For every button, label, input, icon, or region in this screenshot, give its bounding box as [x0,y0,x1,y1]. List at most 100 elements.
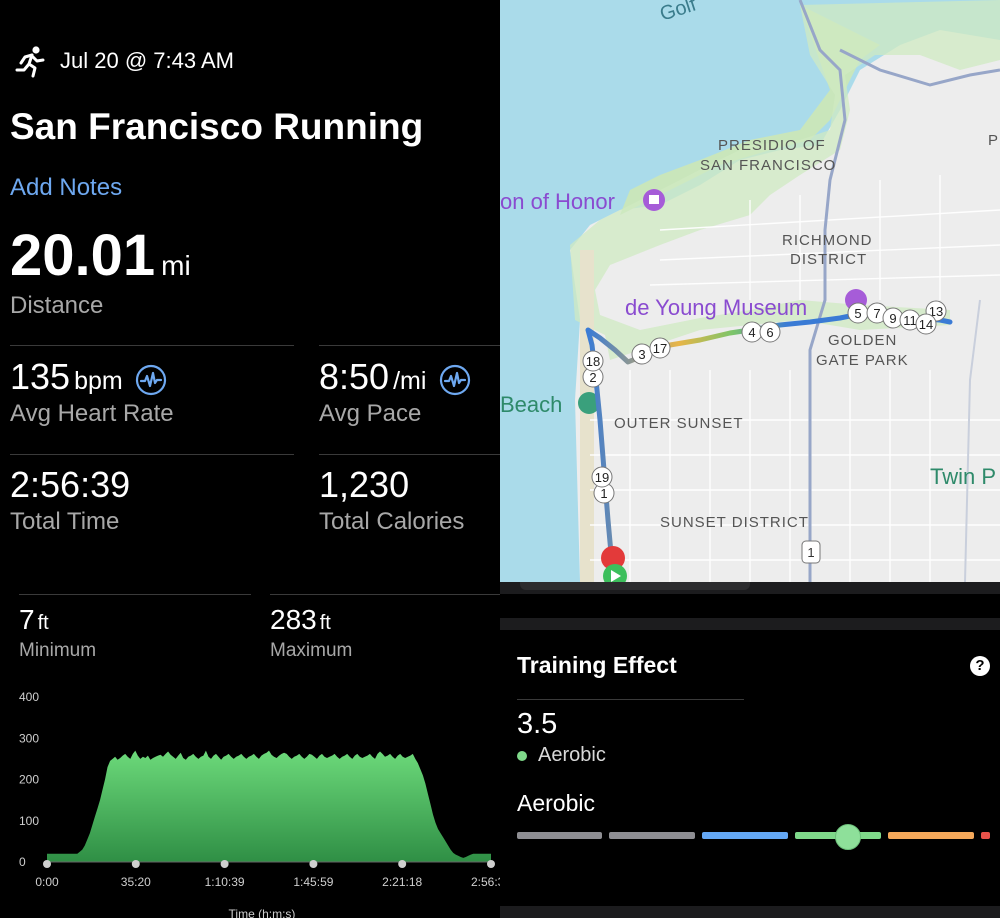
elevation-min-label: Minimum [19,640,97,661]
divider [19,594,251,595]
mile-marker[interactable] [582,350,604,372]
mile-marker-label: 14 [919,317,933,332]
distance-label: Distance [10,292,104,319]
elevation-chart: 0 100 200 300 400 0:00 35:20 1:10:39 1:45:59 2:21… [19,690,500,918]
scale-segment-none [517,832,602,839]
y-tick-label: 200 [19,773,39,787]
mile-marker-label: 11 [903,313,917,328]
distance-unit: mi [161,250,191,281]
highway-shield-number: 1 [807,545,814,560]
x-tick-label: 2:56:39 [471,875,500,889]
highway [839,48,1000,87]
elevation-maximum: 283 ft Maximum [270,604,352,662]
map-label-edge-p: P [988,132,998,149]
finish-marker-icon [601,546,625,570]
add-notes-link[interactable]: Add Notes [10,174,123,201]
total-time-stat: 2:56:39 Total Time [10,464,130,536]
map-label-outer-sunset: OUTER SUNSET [614,415,744,432]
highway [798,0,847,582]
divider [319,454,500,455]
help-icon[interactable]: ? [970,656,990,676]
total-calories-stat: 1,230 Total Calories [319,464,464,536]
total-time-value: 2:56:39 [10,464,131,505]
mile-marker-label: 5 [854,306,861,321]
highway-shield-icon [801,540,821,564]
calories-value: 1,230 [319,464,410,505]
x-tick-label: 1:10:39 [205,875,245,889]
mile-marker[interactable] [649,337,671,359]
distance-value: 20.01 [10,223,156,288]
route-map[interactable]: Golf PRESIDIO OF SAN FRANCISCO on of Hon… [500,0,1000,582]
mile-marker[interactable] [759,321,781,343]
map-label-twin-peaks: Twin P [930,464,996,489]
scale-segment-minor [609,832,695,839]
map-canvas: Golf PRESIDIO OF SAN FRANCISCO on of Hon… [500,0,1000,582]
mile-marker-label: 6 [766,325,773,340]
mile-marker-label: 17 [653,341,667,356]
map-drag-handle[interactable] [520,582,750,590]
divider [319,345,500,346]
map-label-presidio-2: SAN FRANCISCO [700,157,836,174]
mile-marker-label: 1 [600,486,607,501]
map-label-presidio: PRESIDIO OF [718,137,826,154]
highway [964,299,981,582]
elevation-minimum: 7 ft Minimum [19,604,96,662]
y-tick-label: 100 [19,814,39,828]
pace-unit: /mi [393,367,427,395]
activity-title: San Francisco Running [10,106,424,147]
beach-pin-icon [578,392,600,414]
calories-label: Total Calories [319,508,465,535]
x-tick-label: 1:45:59 [293,875,333,889]
training-effect-value: 3.5 [517,708,558,740]
x-tick-dot [309,860,318,868]
mile-marker-label: 18 [586,354,600,369]
aerobic-bar-label: Aerobic [517,790,595,816]
divider [10,345,294,346]
mile-marker[interactable] [915,313,937,335]
heart-rate-value: 135 [10,356,71,397]
y-tick-label: 0 [19,855,26,869]
pace-label: Avg Pace [319,400,422,427]
beach-strip [580,250,594,582]
map-label-golden-gate-park-2: GATE PARK [816,352,909,369]
scale-segment-maintaining [702,832,788,839]
activity-date: Jul 20 @ 7:43 AM [60,48,234,73]
map-label-sunset-district: SUNSET DISTRICT [660,514,809,531]
museum-pin-icon-glyph [649,195,659,204]
x-tick-dot [220,860,229,868]
avg-heart-rate-stat: 135 bpm Avg Heart Rate [10,356,174,428]
training-effect-title: Training Effect [517,652,677,678]
heart-rate-icon[interactable] [439,364,471,396]
heart-rate-label: Avg Heart Rate [10,400,174,427]
training-effect-type: Aerobic [538,744,606,766]
x-tick-label: 2:21:18 [382,875,422,889]
mile-marker-label: 2 [589,370,596,385]
mile-marker[interactable] [591,466,613,488]
total-time-label: Total Time [10,508,120,535]
start-marker-glyph [611,570,621,582]
heart-rate-unit: bpm [74,367,123,395]
mile-marker-label: 4 [748,325,755,340]
elevation-max-value: 283 [270,604,317,635]
map-label-richmond: RICHMOND [782,232,873,249]
mile-marker-label: 19 [595,470,609,485]
map-label-richmond-2: DISTRICT [790,251,867,268]
x-tick-dot [398,860,407,868]
pace-value: 8:50 [319,356,390,397]
divider [10,454,294,455]
scale-segment-highly-improving [888,832,974,839]
map-label-golden-gate-park: GOLDEN [828,332,897,349]
map-label-de-young: de Young Museum [625,295,807,320]
elevation-max-unit: ft [319,612,331,634]
x-tick-label: 35:20 [121,875,151,889]
elevation-min-value: 7 [19,604,35,635]
x-tick-dot [131,860,140,868]
aerobic-dot-icon [517,751,527,761]
elevation-max-label: Maximum [270,640,353,661]
x-tick-dot [43,860,51,868]
heart-rate-icon[interactable] [135,364,167,396]
scale-segment-overreaching [981,832,990,839]
x-tick-dot [487,860,495,868]
divider [270,594,500,595]
